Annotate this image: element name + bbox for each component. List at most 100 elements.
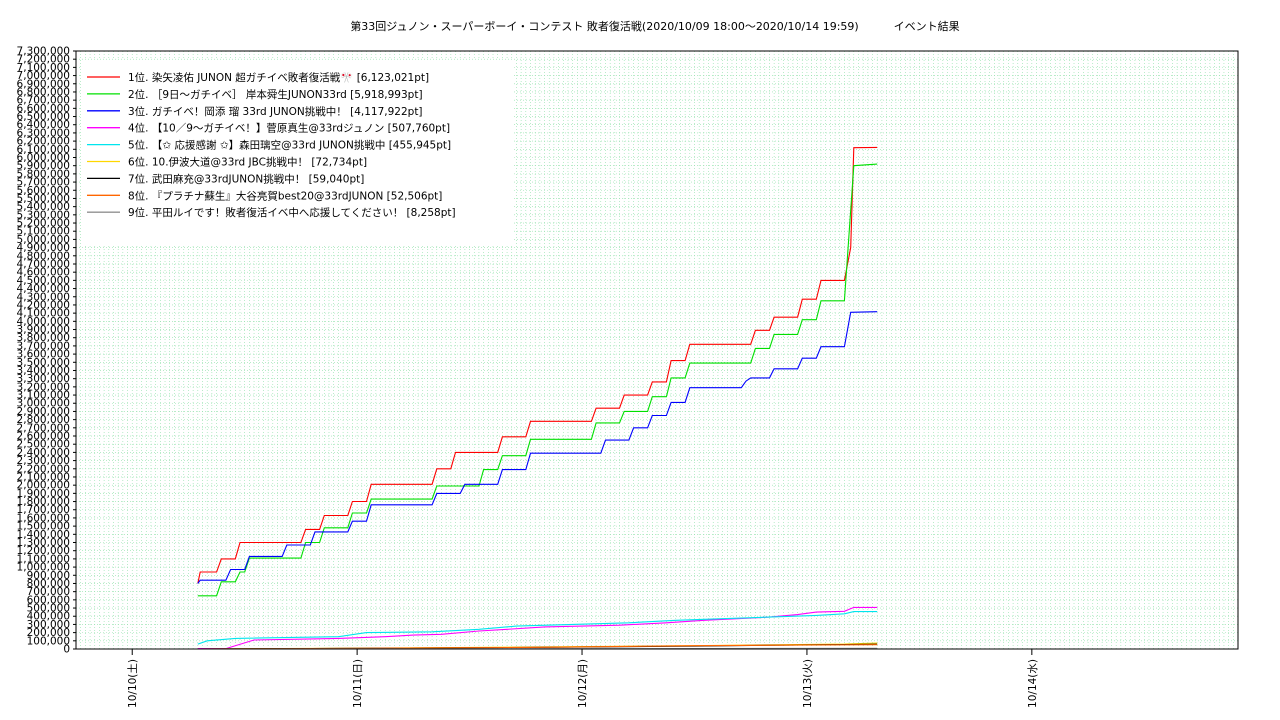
x-tick-label: 10/14(水)	[1027, 659, 1039, 708]
legend-label: 5位. 【✩ 応援感謝 ✩】森田璃空@33rd JUNON挑戦中 [455,94…	[128, 139, 451, 152]
y-tick-label: 3,400,000	[17, 365, 70, 377]
y-tick-label: 5,800,000	[17, 168, 70, 180]
y-tick-label: 2,000,000	[17, 480, 70, 492]
series-line-4	[197, 606, 878, 650]
y-tick-label: 1,200,000	[17, 545, 70, 557]
y-tick-label: 1,400,000	[17, 529, 70, 541]
y-tick-label: 5,200,000	[17, 218, 70, 230]
x-tick-label: 10/12(月)	[577, 659, 589, 708]
y-tick-label: 6,500,000	[17, 111, 70, 123]
legend: 1位. 染矢凌佑 JUNON 超ガチイベ敗者復活戦🎌 [6,123,021pt]…	[82, 60, 514, 244]
y-tick-label: 4,100,000	[17, 308, 70, 320]
legend-label: 7位. 武田麻充@33rdJUNON挑戦中！ [59,040pt]	[128, 172, 364, 185]
y-tick-label: 6,900,000	[17, 78, 70, 90]
y-tick-label: 7,000,000	[17, 70, 70, 82]
legend-label: 8位. 『プラチナ蘇生』大谷亮賀best20@33rdJUNON [52,506…	[128, 189, 442, 202]
y-tick-label: 5,100,000	[17, 226, 70, 238]
y-tick-label: 500,000	[27, 603, 70, 615]
y-tick-label: 2,300,000	[17, 455, 70, 467]
y-tick-label: 2,800,000	[17, 414, 70, 426]
y-tick-label: 6,100,000	[17, 144, 70, 156]
y-tick-label: 3,700,000	[17, 340, 70, 352]
y-tick-label: 5,000,000	[17, 234, 70, 246]
y-tick-label: 4,900,000	[17, 242, 70, 254]
y-tick-label: 4,800,000	[17, 250, 70, 262]
y-tick-label: 1,600,000	[17, 512, 70, 524]
y-tick-label: 6,000,000	[17, 152, 70, 164]
legend-box	[82, 60, 514, 244]
y-tick-label: 6,300,000	[17, 127, 70, 139]
x-axis: 10/10(土) 10/11(日) 10/12(月) 10/13(火) 10/14(水)	[126, 649, 1039, 708]
y-tick-label: 200,000	[27, 627, 70, 639]
y-tick-label: 0	[63, 644, 70, 656]
series-line-2	[197, 163, 878, 597]
y-tick-label: 1,700,000	[17, 504, 70, 516]
y-tick-label: 2,900,000	[17, 406, 70, 418]
y-tick-label: 1,900,000	[17, 488, 70, 500]
y-tick-label: 5,700,000	[17, 177, 70, 189]
y-tick-label: 1,500,000	[17, 521, 70, 533]
y-tick-label: 4,200,000	[17, 299, 70, 311]
y-tick-label: 5,400,000	[17, 201, 70, 213]
y-tick-label: 2,600,000	[17, 431, 70, 443]
y-tick-label: 2,100,000	[17, 471, 70, 483]
y-tick-label: 3,000,000	[17, 398, 70, 410]
y-tick-label: 6,800,000	[17, 86, 70, 98]
y-tick-label: 1,800,000	[17, 496, 70, 508]
chart-title: 第33回ジュノン・スーパーボーイ・コンテスト 敗者復活戦(2020/10/09 …	[350, 20, 960, 33]
y-tick-label: 300,000	[27, 619, 70, 631]
y-tick-label: 4,700,000	[17, 258, 70, 270]
y-tick-label: 700,000	[27, 586, 70, 598]
legend-label: 4位. 【10／9～ガチイベ！】菅原真生@33rdジュノン [507,760pt…	[128, 122, 450, 135]
y-tick-label: 3,800,000	[17, 332, 70, 344]
y-tick-label: 4,500,000	[17, 275, 70, 287]
y-tick-label: 3,300,000	[17, 373, 70, 385]
y-tick-label: 7,200,000	[17, 54, 70, 66]
x-tick-label: 10/11(日)	[352, 659, 364, 708]
legend-label: 9位. 平田ルイです！敗者復活イベ中へ応援してください！ [8,258pt]	[128, 206, 456, 219]
y-tick-label: 4,400,000	[17, 283, 70, 295]
series-line-1	[197, 146, 878, 584]
y-tick-label: 6,600,000	[17, 103, 70, 115]
y-tick-label: 2,700,000	[17, 422, 70, 434]
y-tick-label: 2,200,000	[17, 463, 70, 475]
plot-frame	[75, 50, 1239, 650]
y-tick-label: 400,000	[27, 611, 70, 623]
y-tick-label: 900,000	[27, 570, 70, 582]
y-tick-label: 4,600,000	[17, 267, 70, 279]
y-tick-label: 3,200,000	[17, 381, 70, 393]
y-tick-label: 1,300,000	[17, 537, 70, 549]
series-line-5	[197, 611, 878, 645]
y-tick-label: 3,500,000	[17, 357, 70, 369]
y-tick-label: 4,000,000	[17, 316, 70, 328]
y-tick-label: 6,400,000	[17, 119, 70, 131]
y-tick-label: 5,300,000	[17, 209, 70, 221]
y-tick-label: 3,600,000	[17, 349, 70, 361]
legend-label: 2位. ［9日～ガチイベ］ 岸本舜生JUNON33rd [5,918,993pt…	[128, 88, 423, 101]
y-tick-label: 2,500,000	[17, 439, 70, 451]
y-tick-label: 5,900,000	[17, 160, 70, 172]
y-tick-label: 600,000	[27, 594, 70, 606]
y-tick-label: 3,900,000	[17, 324, 70, 336]
y-tick-label: 800,000	[27, 578, 70, 590]
y-tick-label: 4,300,000	[17, 291, 70, 303]
legend-label: 1位. 染矢凌佑 JUNON 超ガチイベ敗者復活戦🎌 [6,123,021pt]	[128, 71, 429, 84]
legend-label: 3位. ガチイベ！岡添 瑠 33rd JUNON挑戦中！ [4,117,922p…	[128, 105, 423, 118]
legend-label: 6位. 10.伊波大道@33rd JBC挑戦中！ [72,734pt]	[128, 156, 367, 169]
y-axis: 0100,000200,000300,000400,000500,000600,…	[17, 46, 76, 656]
y-tick-label: 3,100,000	[17, 390, 70, 402]
y-tick-label: 1,000,000	[17, 562, 70, 574]
y-tick-label: 7,300,000	[17, 46, 70, 58]
y-tick-label: 6,700,000	[17, 95, 70, 107]
y-tick-label: 6,200,000	[17, 136, 70, 148]
x-tick-label: 10/10(土)	[126, 659, 139, 708]
y-tick-label: 100,000	[27, 635, 70, 647]
y-tick-label: 5,500,000	[17, 193, 70, 205]
y-tick-label: 5,600,000	[17, 185, 70, 197]
series-line-3	[197, 311, 878, 584]
y-tick-label: 7,100,000	[17, 62, 70, 74]
y-tick-label: 1,100,000	[17, 553, 70, 565]
y-tick-label: 2,400,000	[17, 447, 70, 459]
x-tick-label: 10/13(火)	[802, 659, 814, 708]
